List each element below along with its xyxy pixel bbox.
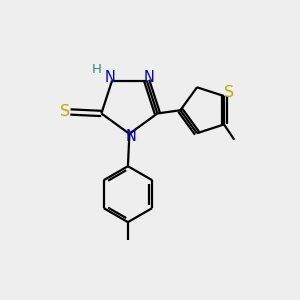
Text: N: N (144, 70, 154, 85)
Text: S: S (60, 104, 70, 119)
Text: S: S (224, 85, 234, 100)
Text: H: H (92, 63, 102, 76)
Text: N: N (125, 129, 136, 144)
Text: N: N (104, 70, 115, 85)
